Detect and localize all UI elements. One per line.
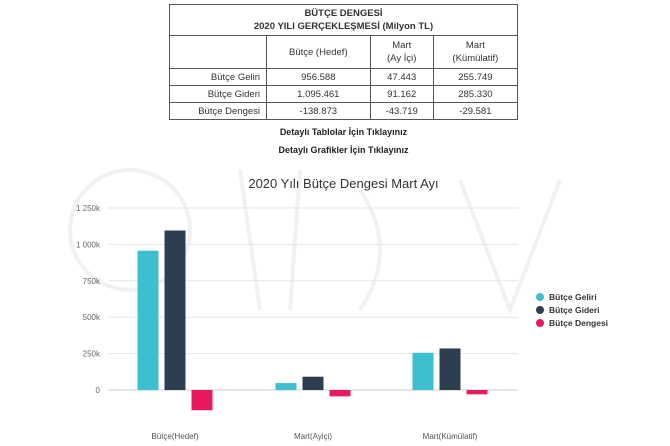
y-tick-label: 0 <box>96 386 101 395</box>
legend-item-gelir[interactable]: Bütçe Geliri <box>536 290 608 303</box>
bar <box>329 390 351 397</box>
x-tick-label: Mart(Ayiçi) <box>294 432 332 441</box>
row-label: Bütçe Dengesi <box>169 102 267 120</box>
bar <box>137 250 159 390</box>
y-tick-label: 1 250k <box>76 204 101 213</box>
table-cell: -29.581 <box>432 102 519 120</box>
chart-title: 2020 Yılı Bütçe Dengesi Mart Ayı <box>248 176 439 191</box>
y-tick-label: 750k <box>83 277 101 286</box>
y-tick-label: 1 000k <box>76 240 101 249</box>
table-header-target: Bütçe (Hedef) <box>266 35 371 69</box>
detailed-charts-link[interactable]: Detaylı Grafikler İçin Tıklayınız <box>278 145 409 155</box>
y-tick-label: 500k <box>83 313 101 322</box>
bar <box>164 230 186 390</box>
table-cell: -138.873 <box>266 102 371 120</box>
table-header-month: Mart (Ay İçi) <box>369 35 434 69</box>
bar <box>302 376 324 390</box>
bar <box>439 348 461 390</box>
bar <box>275 383 297 390</box>
legend-label: Bütçe Dengesi <box>549 317 609 328</box>
legend-item-denge[interactable]: Bütçe Dengesi <box>536 316 608 329</box>
detailed-tables-link[interactable]: Detaylı Tablolar İçin Tıklayınız <box>279 127 408 137</box>
y-tick-label: 250k <box>83 350 101 359</box>
x-tick-label: Bütçe(Hedef) <box>151 432 198 441</box>
x-tick-label: Mart(Kümülatif) <box>423 432 478 441</box>
bar <box>412 352 434 390</box>
legend-label: Bütçe Gideri <box>549 304 600 315</box>
table-row: Bütçe Gideri 1.095.461 91.162 285.330 <box>169 85 519 103</box>
table-title-line1: BÜTÇE DENGESİ <box>304 8 383 19</box>
legend-item-gider[interactable]: Bütçe Gideri <box>536 303 608 316</box>
legend-dot-icon <box>536 318 544 327</box>
table-header-cumulative: Mart (Kümülatif) <box>432 35 519 69</box>
legend-label: Bütçe Geliri <box>549 291 597 302</box>
bar <box>191 390 213 411</box>
table-row: Bütçe Dengesi -138.873 -43.719 -29.581 <box>169 102 519 120</box>
bar <box>466 390 488 395</box>
table-title-line2: 2020 YILI GERÇEKLEŞMESİ (Milyon TL) <box>253 21 434 32</box>
budget-table: BÜTÇE DENGESİ 2020 YILI GERÇEKLEŞMESİ (M… <box>169 4 519 120</box>
chart-legend: Bütçe Geliri Bütçe Gideri Bütçe Dengesi <box>536 290 608 329</box>
table-cell: -43.719 <box>369 102 434 120</box>
legend-dot-icon <box>536 292 544 301</box>
legend-dot-icon <box>536 305 544 314</box>
